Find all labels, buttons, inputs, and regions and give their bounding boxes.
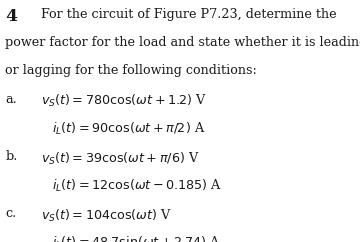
Text: $i_L(t) = 90\cos(\omega t + \pi/2)$ A: $i_L(t) = 90\cos(\omega t + \pi/2)$ A (52, 121, 206, 137)
Text: $i_L(t) = 48.7\sin(\omega t + 2.74)$ A: $i_L(t) = 48.7\sin(\omega t + 2.74)$ A (52, 235, 221, 242)
Text: power factor for the load and state whether it is leading: power factor for the load and state whet… (5, 36, 360, 49)
Text: $v_S(t) = 780\cos(\omega t + 1.2)$ V: $v_S(t) = 780\cos(\omega t + 1.2)$ V (41, 93, 208, 109)
Text: or lagging for the following conditions:: or lagging for the following conditions: (5, 64, 257, 77)
Text: 4: 4 (5, 8, 18, 25)
Text: c.: c. (5, 207, 17, 220)
Text: b.: b. (5, 150, 18, 163)
Text: For the circuit of Figure P7.23, determine the: For the circuit of Figure P7.23, determi… (41, 8, 337, 22)
Text: $i_L(t) = 12\cos(\omega t - 0.185)$ A: $i_L(t) = 12\cos(\omega t - 0.185)$ A (52, 178, 222, 194)
Text: $v_S(t) = 39\cos(\omega t + \pi/6)$ V: $v_S(t) = 39\cos(\omega t + \pi/6)$ V (41, 150, 200, 166)
Text: a.: a. (5, 93, 17, 106)
Text: $v_S(t) = 104\cos(\omega t)$ V: $v_S(t) = 104\cos(\omega t)$ V (41, 207, 172, 224)
